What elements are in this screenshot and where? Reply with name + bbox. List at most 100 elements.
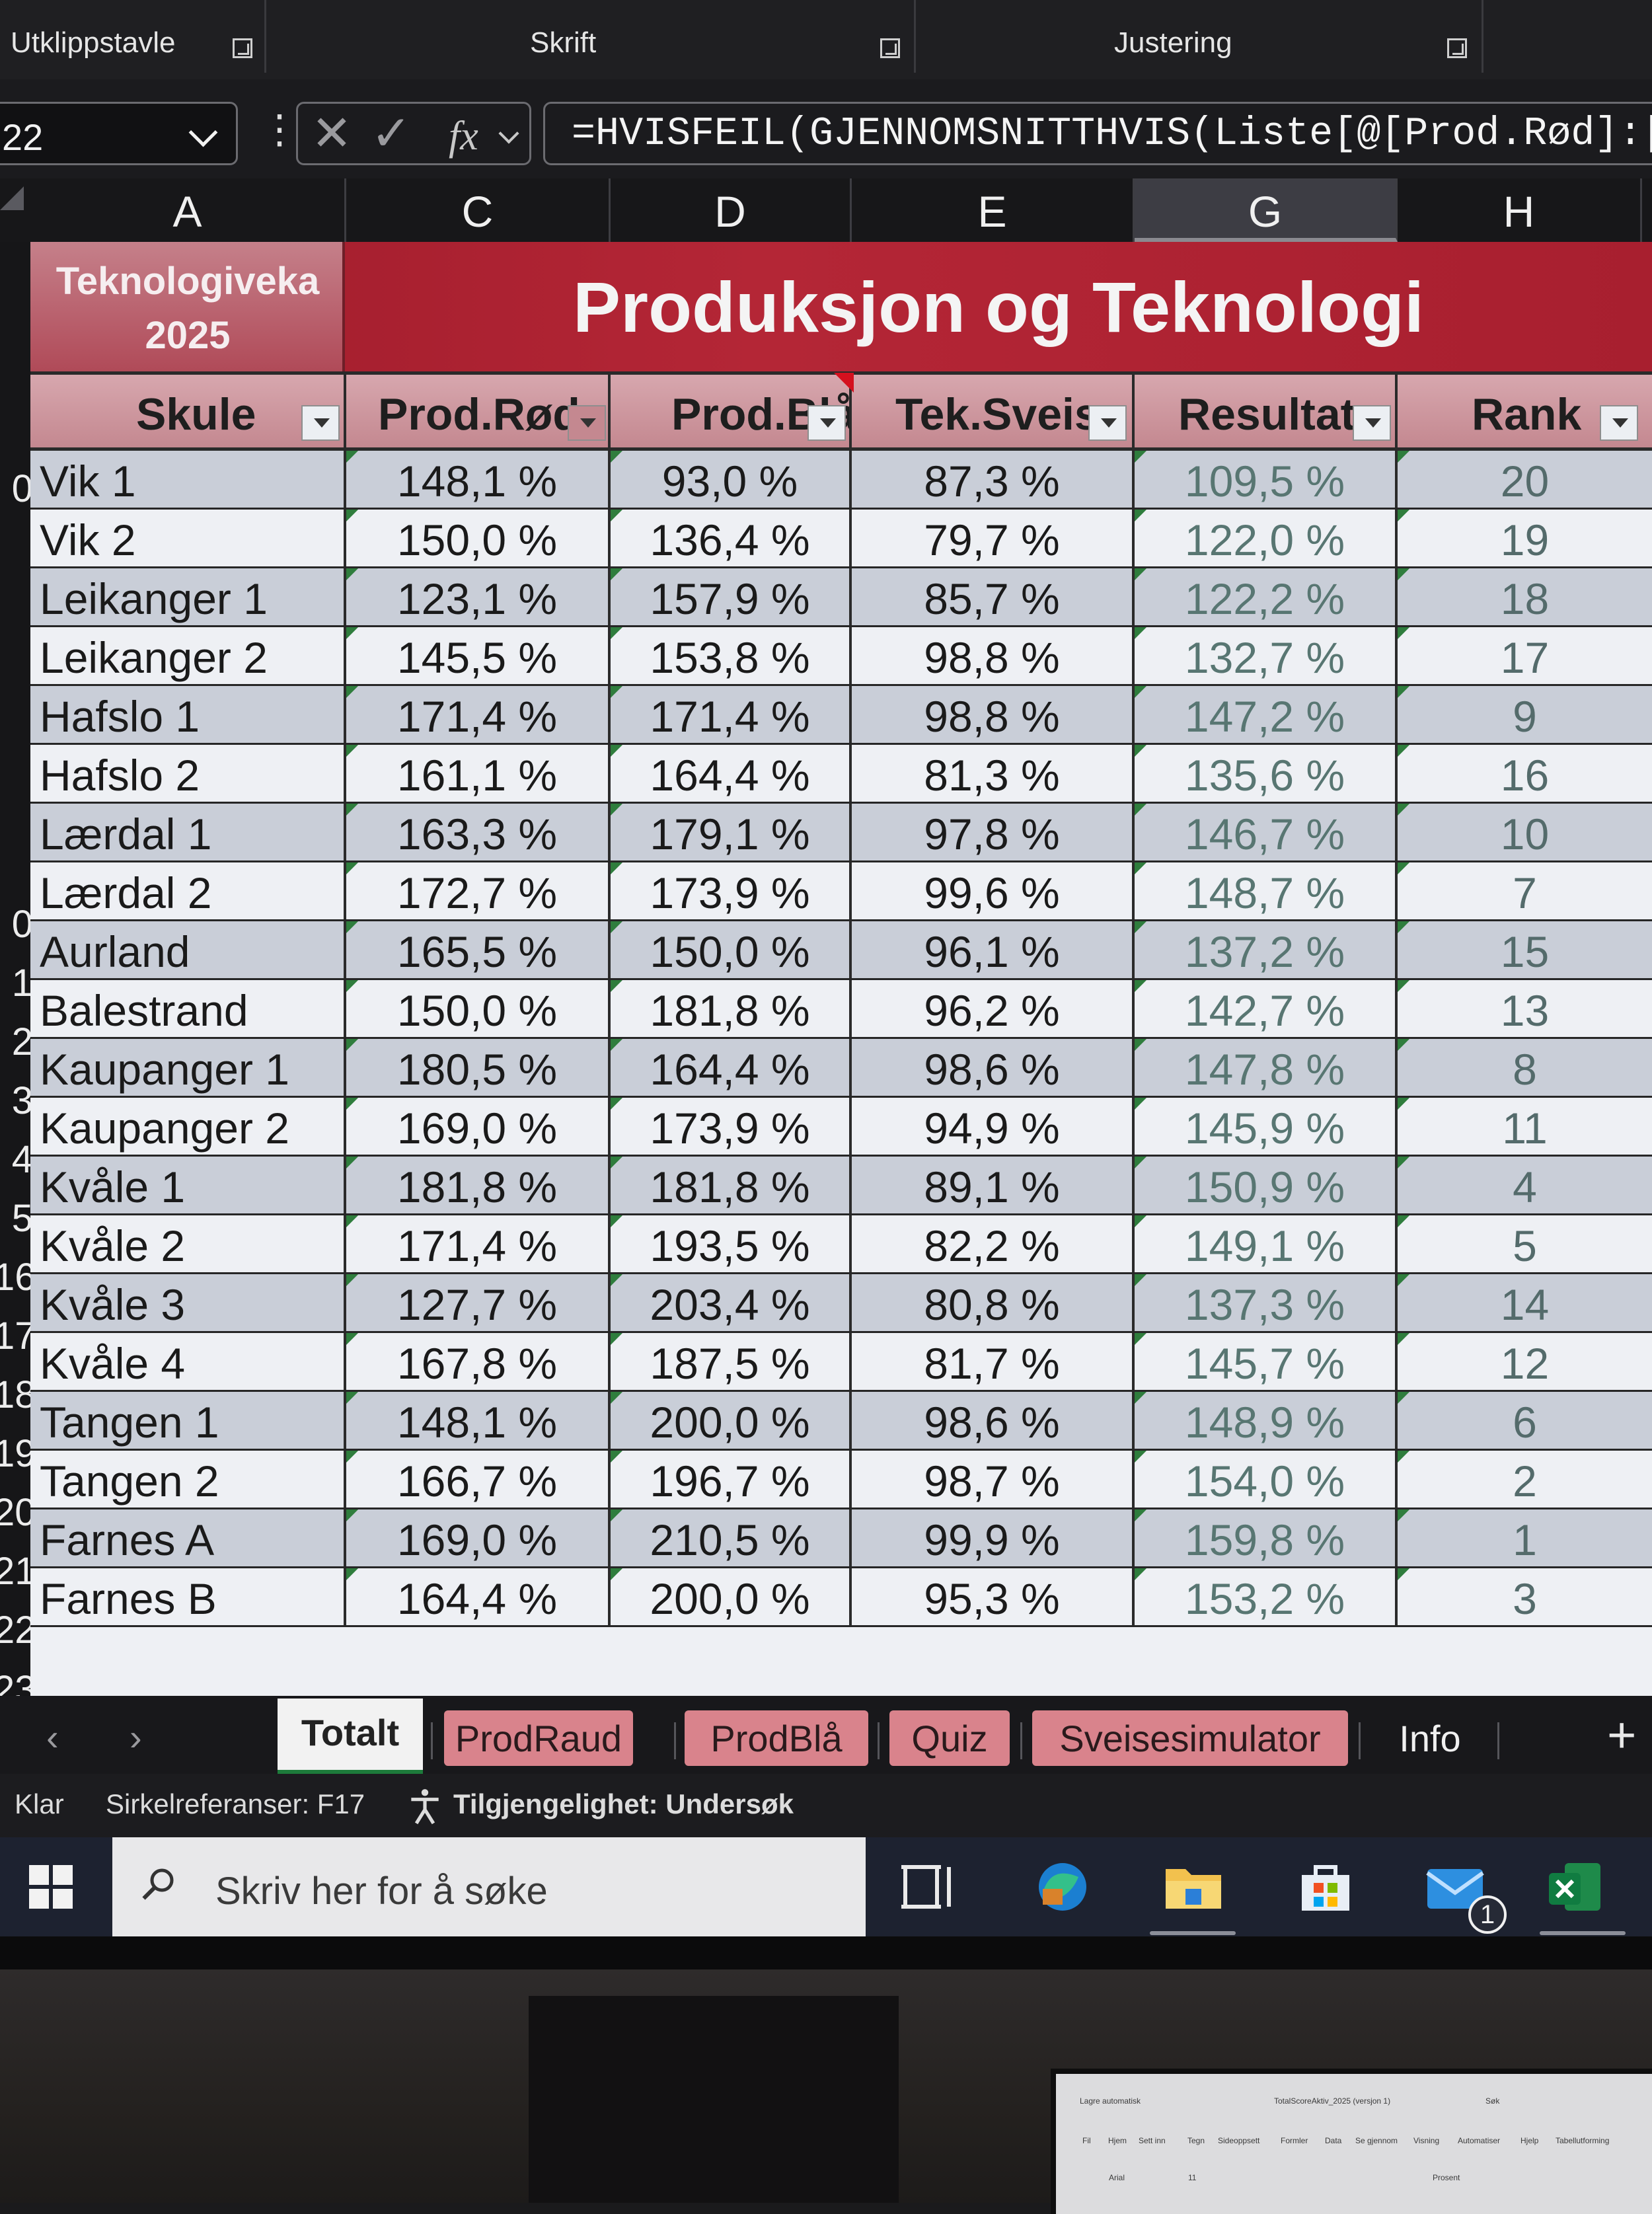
cell-school[interactable]: Farnes B <box>30 1568 346 1625</box>
cell-tech-welding[interactable]: 99,6 % <box>852 862 1135 919</box>
cell-rank[interactable]: 1 <box>1398 1509 1652 1566</box>
cell-tech-welding[interactable]: 81,7 % <box>852 1333 1135 1390</box>
column-header-c[interactable]: C <box>346 178 611 242</box>
cell-result[interactable]: 145,9 % <box>1135 1098 1398 1155</box>
cell-school[interactable]: Tangen 2 <box>30 1451 346 1508</box>
cell-school[interactable]: Kaupanger 1 <box>30 1039 346 1096</box>
cell-prod-red[interactable]: 164,4 % <box>346 1568 611 1625</box>
cell-school[interactable]: Vik 2 <box>30 510 346 566</box>
cell-result[interactable]: 153,2 % <box>1135 1568 1398 1625</box>
comment-indicator-icon[interactable] <box>834 373 854 393</box>
cell-rank[interactable]: 10 <box>1398 804 1652 860</box>
cell-prod-blue[interactable]: 173,9 % <box>611 1098 852 1155</box>
cell-result[interactable]: 145,7 % <box>1135 1333 1398 1390</box>
cell-school[interactable]: Kvåle 1 <box>30 1157 346 1213</box>
cell-prod-blue[interactable]: 171,4 % <box>611 686 852 743</box>
cell-tech-welding[interactable]: 89,1 % <box>852 1157 1135 1213</box>
cell-prod-blue[interactable]: 164,4 % <box>611 745 852 802</box>
font-launcher-icon[interactable] <box>880 38 900 58</box>
header-cell-tech-welding[interactable]: Tek.Sveis <box>852 375 1135 447</box>
confirm-icon[interactable]: ✓ <box>371 106 412 161</box>
cell-tech-welding[interactable]: 87,3 % <box>852 451 1135 508</box>
cell-prod-blue[interactable]: 196,7 % <box>611 1451 852 1508</box>
cell-prod-blue[interactable]: 179,1 % <box>611 804 852 860</box>
cell-result[interactable]: 137,2 % <box>1135 921 1398 978</box>
row-number[interactable]: 4 <box>11 1138 33 1181</box>
cell-result[interactable]: 122,2 % <box>1135 568 1398 625</box>
cell-tech-welding[interactable]: 98,7 % <box>852 1451 1135 1508</box>
cell-prod-blue[interactable]: 187,5 % <box>611 1333 852 1390</box>
cell-result[interactable]: 154,0 % <box>1135 1451 1398 1508</box>
cell-prod-blue[interactable]: 136,4 % <box>611 510 852 566</box>
cell-prod-blue[interactable]: 181,8 % <box>611 980 852 1037</box>
cell-prod-red[interactable]: 161,1 % <box>346 745 611 802</box>
cell-tech-welding[interactable]: 79,7 % <box>852 510 1135 566</box>
more-options-icon[interactable]: ⋮ <box>260 107 299 151</box>
clipboard-launcher-icon[interactable] <box>233 38 252 58</box>
cell-prod-blue[interactable]: 150,0 % <box>611 921 852 978</box>
row-number[interactable]: 0 <box>11 467 33 510</box>
sheet-tab-quiz[interactable]: Quiz <box>889 1710 1010 1766</box>
cell-rank[interactable]: 2 <box>1398 1451 1652 1508</box>
cell-result[interactable]: 148,7 % <box>1135 862 1398 919</box>
row-number[interactable]: 18 <box>0 1373 36 1416</box>
cell-rank[interactable]: 8 <box>1398 1039 1652 1096</box>
cell-school[interactable]: Tangen 1 <box>30 1392 346 1449</box>
cell-tech-welding[interactable]: 96,2 % <box>852 980 1135 1037</box>
cell-tech-welding[interactable]: 98,6 % <box>852 1392 1135 1449</box>
filter-dropdown-icon[interactable] <box>807 405 846 441</box>
column-header-e[interactable]: E <box>852 178 1135 242</box>
cell-tech-welding[interactable]: 98,6 % <box>852 1039 1135 1096</box>
cell-prod-blue[interactable]: 173,9 % <box>611 862 852 919</box>
filter-dropdown-icon[interactable] <box>568 405 606 441</box>
cell-result[interactable]: 132,7 % <box>1135 627 1398 684</box>
task-view-icon[interactable] <box>897 1857 961 1917</box>
sheet-tab-prodbla[interactable]: ProdBlå <box>685 1710 868 1766</box>
taskbar-search-input[interactable]: Skriv her for å søke <box>112 1837 866 1936</box>
next-sheet-icon[interactable]: › <box>130 1716 142 1758</box>
cell-prod-red[interactable]: 171,4 % <box>346 686 611 743</box>
cell-prod-blue[interactable]: 164,4 % <box>611 1039 852 1096</box>
header-cell-prod-blue[interactable]: Prod.Blå <box>611 375 852 447</box>
cell-prod-blue[interactable]: 200,0 % <box>611 1392 852 1449</box>
row-number[interactable]: 5 <box>11 1197 33 1240</box>
cell-school[interactable]: Farnes A <box>30 1509 346 1566</box>
cell-prod-blue[interactable]: 210,5 % <box>611 1509 852 1566</box>
cell-prod-red[interactable]: 180,5 % <box>346 1039 611 1096</box>
cell-tech-welding[interactable]: 81,3 % <box>852 745 1135 802</box>
previous-sheet-icon[interactable]: ‹ <box>46 1716 59 1758</box>
sheet-tab-sveisesimulator[interactable]: Sveisesimulator <box>1032 1710 1348 1766</box>
cell-school[interactable]: Lærdal 1 <box>30 804 346 860</box>
row-number[interactable]: 1 <box>11 962 33 1005</box>
cell-prod-blue[interactable]: 157,9 % <box>611 568 852 625</box>
insert-function-icon[interactable]: fx <box>449 114 478 159</box>
cell-result[interactable]: 147,8 % <box>1135 1039 1398 1096</box>
cell-prod-blue[interactable]: 93,0 % <box>611 451 852 508</box>
row-number[interactable]: 22 <box>0 1609 36 1652</box>
row-number[interactable]: 0 <box>11 903 33 946</box>
cell-prod-blue[interactable]: 203,4 % <box>611 1274 852 1331</box>
cell-school[interactable]: Aurland <box>30 921 346 978</box>
cell-rank[interactable]: 18 <box>1398 568 1652 625</box>
formula-input[interactable]: =HVISFEIL(GJENNOMSNITTHVIS(Liste[@[Prod.… <box>543 102 1652 165</box>
cell-prod-red[interactable]: 171,4 % <box>346 1215 611 1272</box>
column-header-g[interactable]: G <box>1135 178 1398 242</box>
header-cell-result[interactable]: Resultat <box>1135 375 1398 447</box>
cell-result[interactable]: 137,3 % <box>1135 1274 1398 1331</box>
cell-prod-red[interactable]: 148,1 % <box>346 1392 611 1449</box>
status-circular-references[interactable]: Sirkelreferanser: F17 <box>106 1788 365 1819</box>
cancel-icon[interactable]: ✕ <box>311 106 353 161</box>
cell-rank[interactable]: 12 <box>1398 1333 1652 1390</box>
cell-result[interactable]: 135,6 % <box>1135 745 1398 802</box>
cell-result[interactable]: 142,7 % <box>1135 980 1398 1037</box>
sheet-tab-totalt[interactable]: Totalt <box>278 1699 423 1774</box>
cell-school[interactable]: Kvåle 4 <box>30 1333 346 1390</box>
filter-dropdown-icon[interactable] <box>1088 405 1127 441</box>
cell-result[interactable]: 109,5 % <box>1135 451 1398 508</box>
cell-school[interactable]: Leikanger 1 <box>30 568 346 625</box>
cell-rank[interactable]: 6 <box>1398 1392 1652 1449</box>
cell-school[interactable]: Leikanger 2 <box>30 627 346 684</box>
sort-filter-icon[interactable] <box>1600 405 1638 441</box>
row-number[interactable]: 3 <box>11 1079 33 1122</box>
cell-tech-welding[interactable]: 98,8 % <box>852 686 1135 743</box>
